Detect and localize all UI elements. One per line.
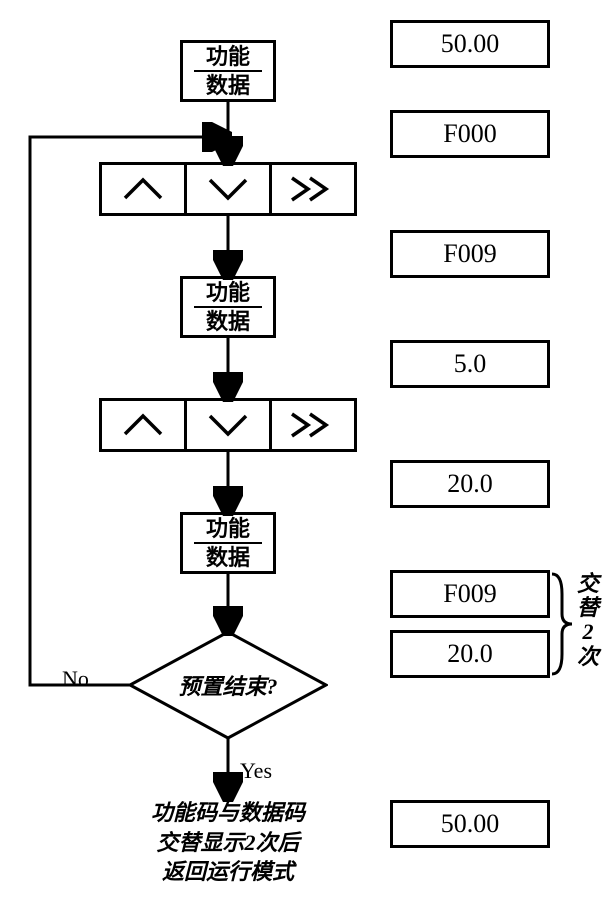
terminal-line-3: 返回运行模式 (118, 857, 338, 887)
display-value: F000 (443, 119, 496, 149)
label-data: 数据 (183, 74, 273, 97)
display-value: 5.0 (454, 349, 487, 379)
display-value: 50.00 (441, 809, 500, 839)
display-box-7: 20.0 (390, 630, 550, 678)
bracket-label: 交 替 2 次 (576, 572, 600, 669)
divider (194, 306, 262, 308)
label-fn: 功能 (183, 517, 273, 540)
divider (194, 542, 262, 544)
keypad-row-1 (99, 162, 357, 216)
bracket-char-3: 2 (576, 620, 600, 644)
display-value: F009 (443, 239, 496, 269)
decision-label: 预置结束? (128, 630, 328, 740)
process-box-fn-data-2: 功能 数据 (180, 276, 276, 338)
process-box-fn-data-3: 功能 数据 (180, 512, 276, 574)
display-value: 20.0 (447, 639, 493, 669)
display-box-1: 50.00 (390, 20, 550, 68)
double-chevron-right-icon (272, 401, 354, 449)
down-caret-icon (187, 401, 272, 449)
display-value: 50.00 (441, 29, 500, 59)
display-value: 20.0 (447, 469, 493, 499)
label-fn: 功能 (183, 281, 273, 304)
terminal-line-1: 功能码与数据码 (118, 798, 338, 828)
divider (194, 70, 262, 72)
up-caret-icon (102, 401, 187, 449)
display-value: F009 (443, 579, 496, 609)
bracket-char-1: 交 (576, 572, 600, 596)
down-caret-icon (187, 165, 272, 213)
display-box-5: 20.0 (390, 460, 550, 508)
edge-label-yes: Yes (240, 758, 272, 784)
label-data: 数据 (183, 546, 273, 569)
keypad-row-2 (99, 398, 357, 452)
display-box-4: 5.0 (390, 340, 550, 388)
process-box-fn-data-1: 功能 数据 (180, 40, 276, 102)
edge-label-no: No (62, 666, 89, 692)
terminal-text: 功能码与数据码 交替显示2次后 返回运行模式 (118, 798, 338, 887)
display-box-3: F009 (390, 230, 550, 278)
label-data: 数据 (183, 310, 273, 333)
bracket-char-4: 次 (576, 645, 600, 669)
decision-preset-end: 预置结束? (128, 630, 328, 740)
display-box-8: 50.00 (390, 800, 550, 848)
display-box-6: F009 (390, 570, 550, 618)
bracket-char-2: 替 (576, 596, 600, 620)
terminal-line-2: 交替显示2次后 (118, 828, 338, 858)
label-fn: 功能 (183, 45, 273, 68)
display-box-2: F000 (390, 110, 550, 158)
double-chevron-right-icon (272, 165, 354, 213)
up-caret-icon (102, 165, 187, 213)
curly-bracket-icon (550, 572, 576, 676)
